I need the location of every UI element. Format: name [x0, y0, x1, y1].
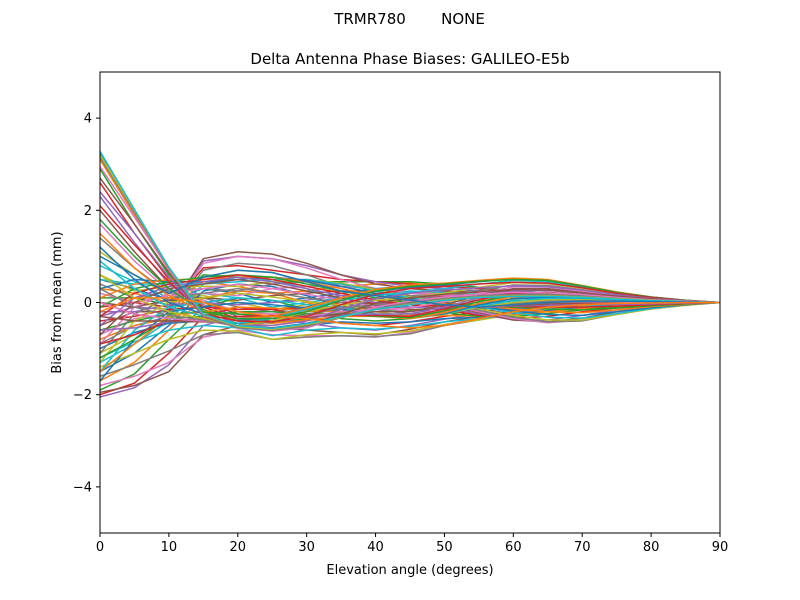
- x-tick-label: 10: [161, 540, 178, 555]
- y-tick-label: −4: [73, 480, 92, 495]
- x-tick-label: 0: [96, 540, 104, 555]
- radome-name: NONE: [441, 10, 485, 28]
- series-line: [99, 274, 721, 321]
- series-line: [99, 177, 721, 330]
- x-tick-label: 60: [505, 540, 522, 555]
- x-tick-label: 50: [436, 540, 453, 555]
- x-tick-label: 90: [712, 540, 729, 555]
- series-line: [99, 276, 721, 327]
- x-tick-label: 40: [367, 540, 384, 555]
- y-tick-label: 2: [84, 204, 92, 219]
- x-tick-label: 20: [230, 540, 247, 555]
- y-tick-label: 4: [84, 112, 92, 127]
- series-line: [99, 255, 721, 308]
- y-axis-label: Bias from mean (mm): [50, 231, 65, 373]
- x-tick-label: 70: [574, 540, 591, 555]
- series-line: [99, 278, 720, 336]
- y-axis: −4 −2 0 2 4: [73, 112, 100, 495]
- antenna-name: TRMR780: [333, 10, 406, 28]
- chart-title: Delta Antenna Phase Biases: GALILEO-E5b: [250, 50, 569, 68]
- series-line: [99, 219, 721, 320]
- series-line: [99, 150, 721, 330]
- x-axis: 0 10 20 30 40 50 60 70 80 90: [96, 533, 728, 555]
- x-axis-label: Elevation angle (degrees): [326, 563, 493, 578]
- x-tick-label: 30: [298, 540, 315, 555]
- x-tick-label: 80: [643, 540, 660, 555]
- y-tick-label: 0: [84, 296, 92, 311]
- series-line: [99, 297, 720, 329]
- y-tick-label: −2: [73, 388, 92, 403]
- series-layer: [99, 150, 721, 398]
